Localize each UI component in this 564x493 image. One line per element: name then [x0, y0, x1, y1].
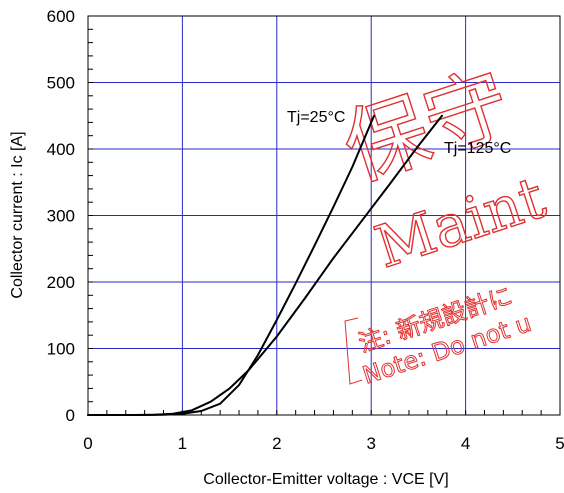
- maintenance-watermark: 保守 Maint 注: 新規設計に Note: Do not u: [331, 53, 554, 390]
- annotation-tj125: Tj=125°C: [444, 140, 511, 157]
- series-line-tj25: [87, 114, 375, 416]
- series-line-tj125: [87, 114, 443, 416]
- x-tick-label: 5: [555, 434, 564, 453]
- y-axis-label: Collector current : Ic [A]: [9, 131, 26, 298]
- x-tick-label: 3: [366, 434, 375, 453]
- y-tick-label: 600: [47, 7, 75, 26]
- x-axis-label: Collector-Emitter voltage : VCE [V]: [203, 471, 448, 488]
- annotation-tj25: Tj=25°C: [287, 109, 345, 126]
- plot-frame: [87, 15, 561, 416]
- y-tick-label: 0: [66, 406, 75, 425]
- watermark-bracket: [344, 317, 363, 385]
- x-tick-label: 4: [461, 434, 470, 453]
- y-tick-label: 100: [47, 340, 75, 359]
- y-tick-label: 400: [47, 140, 75, 159]
- x-tick-label: 0: [83, 434, 92, 453]
- series-lines: [87, 114, 443, 416]
- x-tick-label: 1: [178, 434, 187, 453]
- grid-lines: [88, 16, 560, 415]
- y-tick-label: 200: [47, 273, 75, 292]
- x-tick-label: 2: [272, 434, 281, 453]
- y-tick-label: 500: [47, 74, 75, 93]
- y-tick-label: 300: [47, 207, 75, 226]
- y-tick-labels: 0 100 200 300 400 500 600: [47, 7, 75, 425]
- x-tick-labels: 0 1 2 3 4 5: [83, 434, 564, 453]
